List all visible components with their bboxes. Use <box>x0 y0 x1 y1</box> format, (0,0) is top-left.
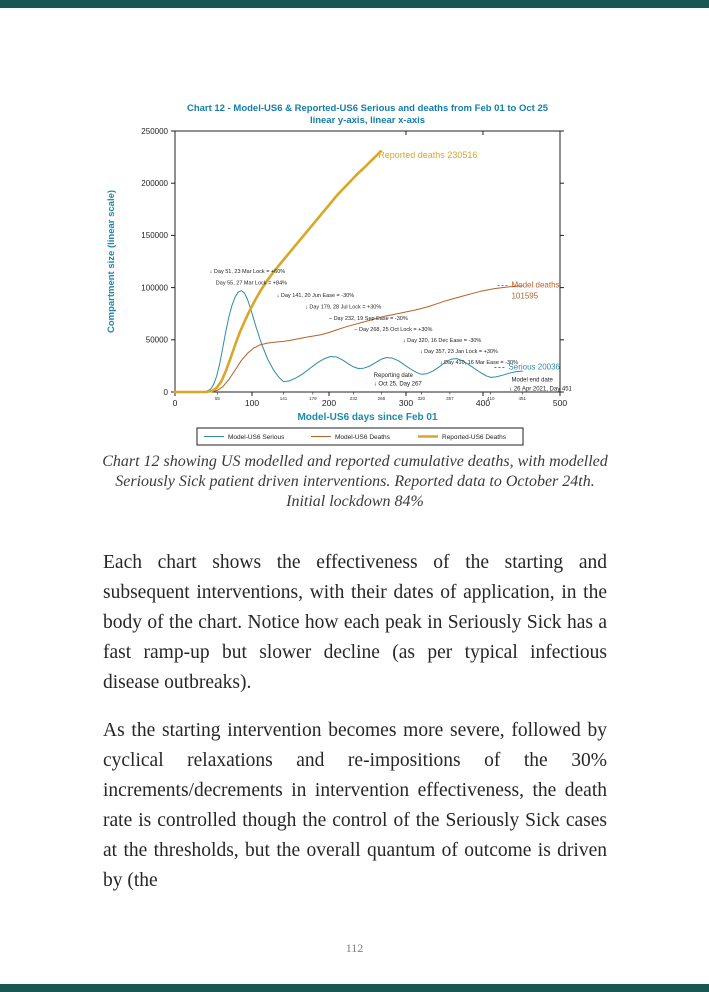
page-bottom-border <box>0 984 709 992</box>
svg-text:Model-US6 Serious: Model-US6 Serious <box>228 434 285 441</box>
svg-text:500: 500 <box>553 398 567 408</box>
svg-text:↓ Day 51, 23 Mar Lock = +60%: ↓ Day 51, 23 Mar Lock = +60% <box>210 269 286 275</box>
svg-text:0: 0 <box>173 398 178 408</box>
svg-text:↓ Day 410, 16 Mar Ease = -30%: ↓ Day 410, 16 Mar Ease = -30% <box>440 360 518 366</box>
svg-text:↓ Day 320, 16 Dec Ease = -30%: ↓ Day 320, 16 Dec Ease = -30% <box>403 338 482 344</box>
svg-text:410: 410 <box>487 396 495 401</box>
svg-text:320: 320 <box>418 396 426 401</box>
svg-text:Model end date: Model end date <box>511 378 553 384</box>
svg-text:↓ Oct 25, Day 267: ↓ Oct 25, Day 267 <box>374 382 423 388</box>
svg-text:50000: 50000 <box>146 336 169 345</box>
svg-text:100000: 100000 <box>141 283 168 292</box>
svg-text:Reported-US6 Deaths: Reported-US6 Deaths <box>442 434 507 441</box>
svg-text:Reported deaths 230516: Reported deaths 230516 <box>378 150 477 160</box>
svg-text:Model-US6 Deaths: Model-US6 Deaths <box>335 434 391 441</box>
plot-border <box>174 130 561 393</box>
page-number: 112 <box>345 941 364 955</box>
series-line-2 <box>173 149 382 394</box>
body-text: Each chart shows the effectiveness of th… <box>103 548 607 914</box>
svg-text:150000: 150000 <box>141 231 168 240</box>
svg-text:100: 100 <box>245 398 259 408</box>
svg-text:Serious 20036: Serious 20036 <box>508 363 560 372</box>
svg-text:250000: 250000 <box>141 127 168 136</box>
svg-text:300: 300 <box>399 398 413 408</box>
svg-text:451: 451 <box>519 396 527 401</box>
svg-text:141: 141 <box>280 396 288 401</box>
y-axis: 0 50000 100000 150000 200000 250000 <box>141 127 564 397</box>
chart-caption: Chart 12 showing US modelled and reporte… <box>102 453 608 510</box>
svg-text:400: 400 <box>476 398 490 408</box>
paragraph-1: Each chart shows the effectiveness of th… <box>103 552 607 693</box>
svg-text:357: 357 <box>446 396 454 401</box>
svg-text:179: 179 <box>309 396 317 401</box>
page-top-border <box>0 0 709 8</box>
svg-text:Reporting date: Reporting date <box>374 373 414 379</box>
svg-text:↓ Day 357, 23 Jan Lock = +30%: ↓ Day 357, 23 Jan Lock = +30% <box>420 349 498 355</box>
chart-annotations: ↓ Day 51, 23 Mar Lock = +60% Day 55, 27 M… <box>210 150 573 392</box>
svg-text:232: 232 <box>350 396 358 401</box>
svg-text:0: 0 <box>164 388 169 397</box>
svg-text:101595: 101595 <box>511 292 538 301</box>
svg-text:268: 268 <box>378 396 386 401</box>
chart-legend: Model-US6 Serious Model-US6 Deaths Reporte… <box>196 427 524 446</box>
svg-text:– Day 268, 25 Oct Lock = +30%: – Day 268, 25 Oct Lock = +30% <box>354 327 432 333</box>
svg-text:↓ 26 Apr 2021, Day 451: ↓ 26 Apr 2021, Day 451 <box>509 386 572 392</box>
chart: Chart 12 - Model-US6 & Reported-US6 Seri… <box>100 98 620 448</box>
series-line-0 <box>174 290 523 393</box>
svg-text:↓ Day 179, 28 Jul Lock = +30%: ↓ Day 179, 28 Jul Lock = +30% <box>305 304 381 310</box>
svg-text:55: 55 <box>215 396 221 401</box>
y-axis-label: Compartment size (linear scale) <box>106 190 117 333</box>
x-axis: 0 100 200 300 400 500 55 141 179 232 268 320 357 410 4… <box>173 131 567 408</box>
svg-text:200: 200 <box>322 398 336 408</box>
x-axis-label: Model-US6 days since Feb 01 <box>297 412 437 423</box>
svg-text:Model deaths: Model deaths <box>511 281 559 290</box>
svg-text:↓ Day 141, 20 Jun Ease = -30%: ↓ Day 141, 20 Jun Ease = -30% <box>277 293 355 299</box>
chart-title: Chart 12 - Model-US6 & Reported-US6 Seri… <box>187 103 549 114</box>
series-line-1 <box>174 285 523 393</box>
svg-text:Day 55, 27 Mar Lock = +84%: Day 55, 27 Mar Lock = +84% <box>216 280 287 286</box>
svg-text:200000: 200000 <box>141 179 168 188</box>
chart-subtitle: linear y-axis, linear x-axis <box>310 115 425 126</box>
paragraph-2: As the starting intervention becomes mor… <box>103 720 607 891</box>
svg-text:– Day 232, 19 Sep Ease = -30%: – Day 232, 19 Sep Ease = -30% <box>329 316 408 322</box>
